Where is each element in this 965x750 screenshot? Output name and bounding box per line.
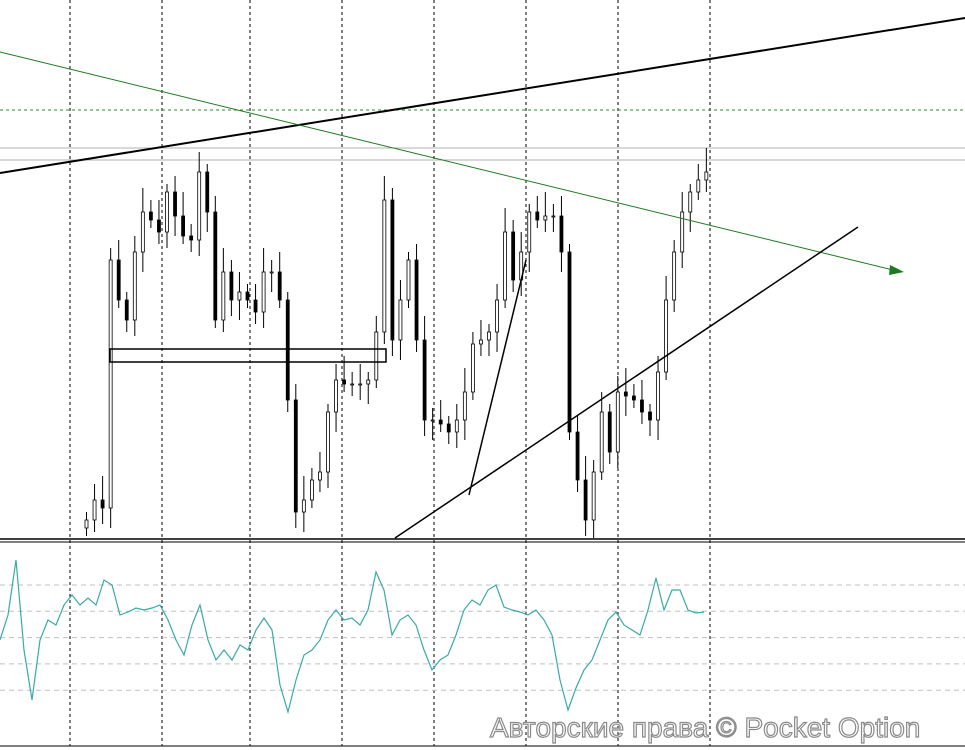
candle-down (277, 271, 282, 301)
candle-down (422, 339, 427, 421)
candle-up (527, 211, 532, 253)
oscillator-line (0, 559, 705, 715)
candle-up (470, 343, 475, 393)
candle-up (366, 379, 371, 385)
candle-down (205, 171, 210, 213)
candle-up (269, 271, 274, 274)
candle-up (165, 191, 169, 233)
candle-up (430, 419, 435, 422)
candle-down (253, 299, 258, 313)
arrow-head-icon (889, 265, 904, 275)
candle-up (398, 299, 403, 341)
candle-down (116, 259, 121, 301)
candle-up (326, 411, 330, 473)
candle-up (84, 519, 89, 529)
candle-down (189, 235, 194, 241)
candle-down (285, 299, 290, 401)
candle-down (575, 431, 580, 481)
oscillator-grid (0, 584, 965, 691)
candle-up (615, 391, 620, 453)
candle-up (132, 251, 137, 321)
candle-down (607, 411, 612, 453)
candle-down (390, 199, 395, 341)
candle-down (181, 215, 186, 237)
candle-up (318, 471, 322, 481)
candle-up (591, 471, 596, 521)
candle-up (382, 199, 387, 333)
candle-up (237, 291, 242, 301)
upper-trendline[interactable] (0, 17, 965, 174)
candle-up (672, 251, 677, 301)
candles (84, 148, 709, 538)
candle-down (648, 411, 652, 421)
candle-down (229, 271, 234, 301)
candle-down (293, 399, 298, 513)
candle-up (261, 271, 266, 313)
candle-down (567, 251, 572, 433)
vertical-grid (69, 0, 711, 746)
rectangle-zone[interactable] (109, 348, 387, 363)
short-trendline[interactable] (468, 259, 527, 496)
candle-up (543, 215, 548, 221)
candle-up (688, 191, 693, 213)
candle-up (704, 171, 709, 181)
candle-up (309, 479, 314, 501)
candle-up (454, 419, 459, 433)
candle-up (495, 299, 499, 333)
candle-down (559, 215, 564, 253)
candle-down (157, 219, 161, 233)
candle-down (511, 231, 516, 281)
candle-up (350, 383, 355, 386)
candle-up (334, 379, 338, 413)
candle-down (535, 211, 540, 221)
candle-up (656, 371, 660, 421)
support-trendline[interactable] (394, 226, 859, 539)
candle-up (301, 499, 306, 513)
candle-down (438, 419, 443, 425)
candle-up (108, 259, 113, 509)
candle-down (148, 211, 153, 221)
candle-up (599, 411, 604, 473)
candle-up (92, 499, 97, 521)
candle-up (664, 299, 668, 373)
candle-down (213, 211, 218, 321)
candle-up (197, 171, 202, 241)
candle-down (342, 379, 347, 385)
candle-up (487, 331, 491, 341)
candle-down (173, 191, 177, 217)
candle-down (100, 499, 105, 509)
candle-down (640, 399, 644, 413)
candle-down (245, 291, 250, 301)
candle-up (551, 215, 556, 218)
candle-up (374, 331, 379, 381)
candle-up (462, 391, 467, 421)
candle-up (406, 259, 411, 301)
candle-up (221, 271, 226, 321)
candle-up (358, 383, 363, 386)
green-trendline[interactable] (0, 51, 894, 271)
watermark: Авторские права © Pocket Option (489, 711, 921, 743)
candle-down (124, 299, 129, 321)
candle-up (680, 211, 685, 253)
candle-down (623, 391, 628, 397)
candle-down (414, 259, 419, 341)
candle-down (446, 423, 451, 433)
candle-down (583, 479, 588, 521)
candle-up (503, 231, 508, 301)
candle-down (632, 395, 636, 401)
candle-up (479, 339, 483, 345)
candle-up (696, 179, 701, 193)
candle-up (140, 211, 145, 253)
